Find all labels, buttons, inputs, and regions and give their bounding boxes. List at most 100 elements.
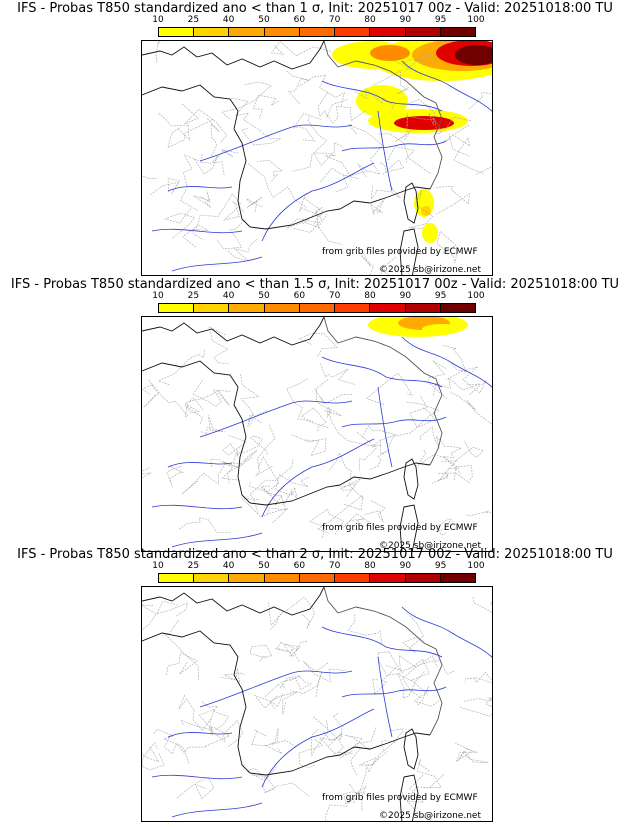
admin-boundary: [446, 366, 487, 395]
admin-boundary: [286, 213, 328, 229]
colorbar-segment: [194, 28, 230, 36]
admin-boundary: [250, 774, 310, 797]
colorbar-tick-label: 10: [152, 291, 164, 301]
admin-boundary: [181, 103, 228, 144]
colorbar-ticks: 10 25 40 50 60 70 80 90 95 100: [140, 291, 494, 302]
colorbar-tick-label: 40: [222, 561, 235, 571]
admin-boundary: [270, 41, 331, 56]
river: [261, 162, 375, 242]
admin-boundary: [241, 498, 289, 524]
admin-boundary: [292, 116, 327, 172]
admin-boundary: [328, 407, 382, 446]
admin-boundary: [179, 153, 200, 211]
admin-boundary: [315, 389, 343, 418]
admin-boundary: [349, 751, 388, 795]
admin-boundary: [379, 256, 396, 275]
admin-boundary: [319, 167, 359, 192]
admin-boundary: [310, 720, 329, 757]
admin-boundary: [153, 729, 190, 765]
admin-boundary: [317, 494, 363, 534]
admin-boundary: [442, 345, 467, 373]
colorbar-segment: [299, 28, 336, 36]
admin-boundary: [142, 604, 157, 631]
colorbar-segment: [264, 574, 300, 582]
admin-boundary: [249, 459, 294, 513]
admin-boundary: [452, 134, 484, 174]
river: [167, 462, 233, 468]
admin-boundary: [372, 70, 409, 95]
admin-boundary: [325, 791, 366, 821]
admin-boundary: [464, 697, 492, 708]
colorbar-tick-label: 10: [152, 561, 164, 571]
admin-boundary: [442, 445, 463, 470]
admin-boundary: [313, 716, 348, 760]
admin-boundary: [436, 185, 470, 215]
admin-boundary: [241, 128, 282, 146]
admin-boundary: [346, 785, 367, 812]
admin-boundary: [459, 697, 492, 717]
island-coastline: [399, 774, 419, 821]
admin-boundary: [326, 106, 366, 124]
admin-boundary: [157, 349, 205, 386]
probability-area: [422, 324, 462, 334]
admin-boundary: [436, 231, 458, 264]
admin-boundary: [299, 192, 318, 225]
admin-boundary: [248, 163, 307, 208]
colorbar-segment: [335, 574, 371, 582]
colorbar-tick-label: 100: [467, 561, 485, 571]
admin-boundary: [339, 478, 361, 497]
admin-boundary: [369, 439, 390, 471]
admin-boundary: [256, 160, 283, 182]
admin-boundary: [381, 728, 404, 751]
colorbar-segment: [229, 28, 265, 36]
colorbar-segment: [264, 304, 300, 312]
colorbar-segment: [229, 304, 265, 312]
colorbar-tick-label: 70: [328, 291, 341, 301]
admin-boundary: [156, 600, 188, 617]
admin-boundary: [469, 92, 492, 110]
river: [401, 606, 492, 658]
colorbar-tick-label: 100: [467, 15, 485, 25]
admin-boundary: [303, 197, 343, 245]
country-border: [323, 587, 443, 736]
probability-map: [141, 40, 493, 276]
admin-boundary: [200, 415, 225, 435]
admin-boundary: [255, 424, 276, 477]
river: [261, 708, 375, 788]
panel-title: IFS - Probas T850 standardized ano < tha…: [17, 1, 613, 16]
admin-boundary: [222, 450, 258, 469]
admin-boundary: [298, 729, 319, 768]
admin-boundary: [195, 193, 241, 231]
colorbar-tick-label: 95: [434, 291, 447, 301]
river: [341, 416, 447, 428]
colorbar-segment: [335, 28, 371, 36]
admin-boundary: [385, 658, 430, 695]
source-credit: from grib files provided by ECMWF: [322, 793, 478, 803]
admin-boundary: [283, 643, 301, 662]
source-credit: from grib files provided by ECMWF: [322, 247, 478, 257]
river: [401, 336, 492, 388]
admin-boundary: [192, 379, 231, 407]
colorbar-ticks: 10 25 40 50 60 70 80 90 95 100: [140, 15, 494, 26]
admin-boundary: [300, 407, 329, 432]
admin-boundary: [227, 238, 257, 262]
copyright-credit: ©2025 sb@irizone.net: [379, 265, 481, 275]
coastline: [339, 186, 431, 210]
river: [167, 186, 233, 192]
admin-boundary: [450, 392, 492, 425]
admin-boundary: [249, 456, 280, 493]
admin-boundary: [323, 712, 343, 742]
coastline: [339, 732, 431, 756]
admin-boundary: [210, 458, 241, 481]
admin-boundary: [176, 776, 215, 800]
admin-boundary: [208, 326, 230, 365]
colorbar-tick-label: 90: [399, 291, 412, 301]
admin-boundary: [149, 178, 180, 196]
admin-boundary: [142, 742, 165, 771]
admin-boundary: [293, 206, 323, 233]
colorbar-ticks: 10 25 40 50 60 70 80 90 95 100: [140, 561, 494, 572]
admin-boundary: [193, 190, 212, 208]
admin-boundary: [148, 379, 189, 418]
probability-area: [421, 206, 431, 216]
map-canvas: [142, 317, 492, 551]
